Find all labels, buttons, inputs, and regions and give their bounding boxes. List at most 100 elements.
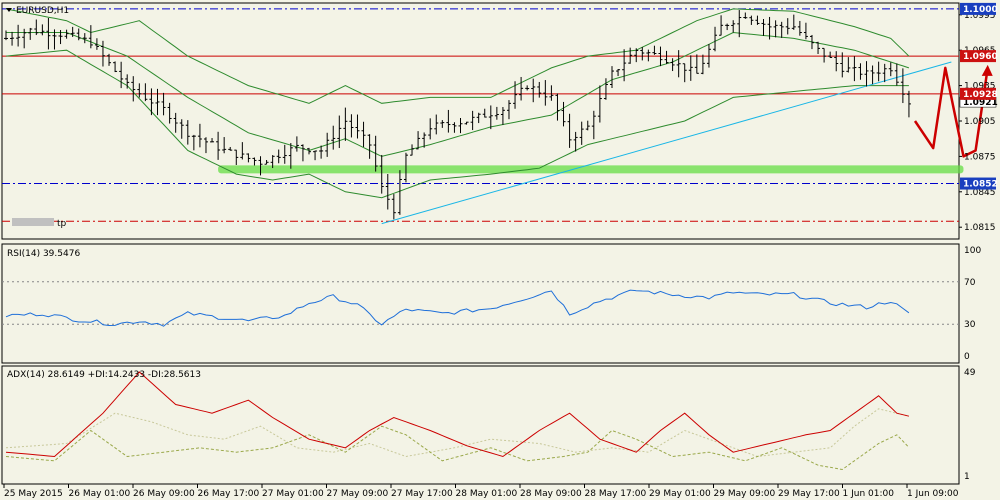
- adx-panel-frame: [1, 365, 960, 485]
- price-bar: [694, 54, 699, 74]
- price-bar: [391, 194, 396, 220]
- time-axis-label: 1 Jun 01:00: [843, 489, 895, 499]
- projection-arrow-icon: [981, 64, 993, 76]
- redacted-note-icon: [12, 218, 54, 226]
- bollinger-lower-line: [5, 49, 909, 199]
- price-bar: [113, 61, 118, 73]
- price-bar: [610, 66, 614, 89]
- adx-line: [5, 371, 910, 458]
- note-label: tp: [57, 219, 67, 229]
- price-panel: 1.09951.09651.09351.09051.08751.08451.08…: [2, 2, 998, 233]
- price-bar: [500, 107, 505, 125]
- rsi-scale-label: 30: [964, 320, 976, 330]
- price-bar: [397, 170, 402, 215]
- time-axis-label: 29 May 01:00: [649, 489, 711, 499]
- price-bar: [579, 121, 584, 145]
- price-bar: [676, 50, 681, 78]
- price-bar: [834, 51, 839, 72]
- price-bar: [573, 131, 578, 152]
- price-bar: [816, 41, 821, 55]
- price-bar: [373, 135, 378, 172]
- adx-scale-label: 49: [964, 368, 976, 378]
- price-bar: [161, 92, 166, 116]
- price-bar: [137, 83, 142, 98]
- price-bar: [34, 19, 39, 36]
- price-bar: [222, 137, 227, 154]
- price-bar: [773, 20, 778, 38]
- price-bar: [725, 23, 730, 31]
- price-bar: [658, 46, 663, 67]
- bollinger-upper-line: [5, 8, 910, 104]
- price-bar: [803, 22, 808, 40]
- adx-label: ADX(14) 28.6149 +DI:14.2433 -DI:28.5613: [7, 370, 201, 380]
- price-bar: [476, 112, 481, 124]
- time-axis-label: 29 May 17:00: [778, 489, 840, 499]
- price-bar: [567, 113, 572, 148]
- price-bar: [410, 144, 415, 156]
- price-scale-label: 1.0875: [964, 152, 996, 162]
- price-level-label: 1.0960: [963, 52, 998, 62]
- price-bar: [22, 28, 27, 49]
- time-axis-label: 27 May 01:00: [262, 489, 324, 499]
- price-bar: [458, 118, 463, 134]
- price-bar: [76, 28, 81, 41]
- price-bar: [282, 144, 287, 164]
- price-bar: [119, 61, 124, 89]
- time-axis-label: 28 May 17:00: [585, 489, 647, 499]
- price-bar: [173, 112, 178, 133]
- price-bar: [761, 19, 766, 36]
- price-bar: [343, 107, 348, 141]
- price-bar: [440, 120, 445, 128]
- price-bar: [70, 26, 75, 37]
- price-bar: [252, 157, 257, 166]
- price-bar: [191, 134, 196, 151]
- price-bar: [264, 159, 269, 165]
- price-bar: [143, 83, 148, 102]
- adx-panel: 49 1: [5, 368, 976, 482]
- price-bar: [591, 110, 596, 140]
- price-bar: [470, 110, 475, 131]
- price-level-label: 1.1000: [963, 5, 998, 15]
- price-bar: [385, 173, 390, 210]
- price-bar: [628, 47, 633, 64]
- price-bar: [864, 61, 869, 87]
- price-bar: [288, 143, 293, 169]
- time-axis-label: 28 May 01:00: [456, 489, 518, 499]
- rsi-scale-label: 70: [964, 278, 976, 288]
- price-bar: [640, 47, 645, 61]
- price-bar: [234, 149, 239, 165]
- price-bar: [4, 30, 8, 41]
- price-bar: [379, 154, 384, 194]
- price-bar: [258, 156, 263, 176]
- price-bar: [46, 17, 51, 50]
- price-bar: [506, 100, 511, 120]
- price-bar: [155, 88, 160, 116]
- price-bar: [888, 62, 893, 77]
- support-zone: [218, 165, 964, 174]
- rsi-panel: 100 70 30 0: [2, 246, 981, 362]
- price-bar: [100, 40, 105, 67]
- price-bar: [882, 63, 887, 83]
- price-bar: [434, 114, 439, 135]
- price-bar: [870, 65, 875, 85]
- price-bar: [488, 105, 493, 130]
- price-bar: [846, 57, 851, 73]
- price-bar: [513, 81, 518, 109]
- price-level-tag: [960, 177, 996, 190]
- price-bar: [82, 33, 87, 44]
- price-bar: [719, 15, 724, 36]
- price-bar: [313, 150, 318, 161]
- price-bar: [894, 63, 899, 86]
- price-bar: [749, 15, 754, 25]
- current-price-label: 1.0921: [963, 98, 998, 108]
- adx-scale-label: 1: [964, 472, 970, 482]
- price-bar: [319, 145, 324, 159]
- collapse-triangle-icon[interactable]: [6, 8, 12, 12]
- price-bar: [852, 56, 857, 82]
- price-bar: [531, 78, 536, 103]
- price-bar: [331, 125, 336, 150]
- price-bar: [216, 131, 221, 160]
- price-bar: [737, 10, 742, 38]
- price-level-label: 1.0928: [963, 90, 998, 100]
